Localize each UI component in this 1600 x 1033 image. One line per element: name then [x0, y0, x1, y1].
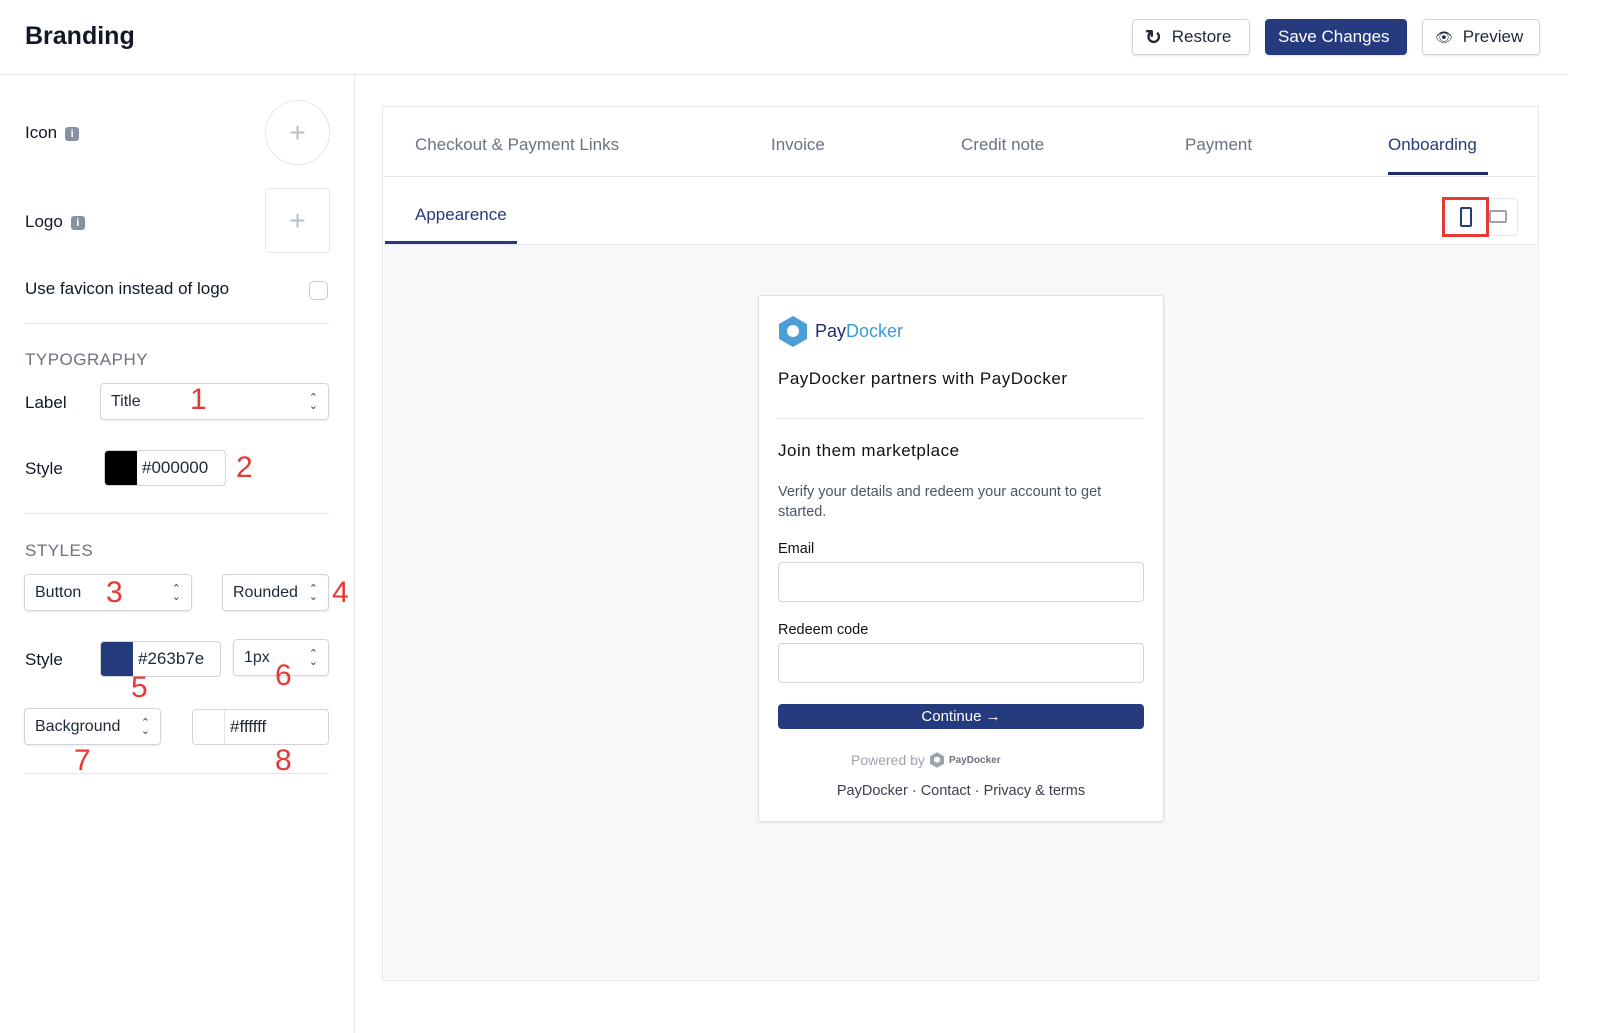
button-color-input[interactable]: #263b7e [100, 641, 221, 677]
footer-link-contact[interactable]: Contact [920, 783, 971, 799]
style-label: Style [25, 459, 63, 478]
onboarding-card-preview: PayDocker PayDocker partners with PayDoc… [758, 295, 1164, 822]
divider [25, 773, 329, 774]
chevron-updown-icon: ⌃ ⌄ [140, 716, 150, 737]
divider [25, 513, 329, 514]
save-changes-button[interactable]: Save Changes [1265, 19, 1407, 55]
color-swatch[interactable] [101, 642, 133, 676]
mobile-view-button[interactable] [1442, 197, 1489, 237]
border-width-select[interactable]: 1px ⌃ ⌄ [233, 639, 329, 676]
color-swatch[interactable] [105, 451, 137, 485]
card-description: Verify your details and redeem your acco… [778, 484, 1102, 520]
tab-invoice[interactable]: Invoice [771, 135, 825, 154]
redeem-code-input[interactable] [778, 643, 1144, 683]
annotation-2: 2 [236, 451, 253, 484]
info-icon[interactable]: i [65, 126, 80, 141]
styles-heading: STYLES [25, 541, 94, 560]
active-tab-indicator [1388, 172, 1488, 175]
subtab-appearance[interactable]: Appearence [415, 205, 507, 224]
tab-checkout[interactable]: Checkout & Payment Links [415, 135, 620, 154]
preview-button[interactable]: 👁 Preview [1422, 19, 1540, 55]
desktop-view-button[interactable] [1489, 210, 1507, 223]
header: Branding ↻ Restore Save Changes 👁 Preview [0, 0, 1566, 75]
upload-logo-button[interactable]: + [265, 188, 330, 253]
powered-by: Powered by PayDocker [851, 752, 1001, 768]
style-label: Style [25, 650, 63, 669]
brand-logo: PayDocker [779, 316, 903, 347]
icon-label: Icon i [25, 123, 80, 143]
restore-button[interactable]: ↻ Restore [1132, 19, 1250, 55]
refresh-icon: ↻ [1145, 26, 1162, 49]
logo-label: Logo i [25, 212, 85, 232]
shape-select[interactable]: Rounded ⌃ ⌄ [222, 574, 329, 611]
paydocker-logo-icon [779, 316, 807, 347]
annotation-5: 5 [131, 671, 148, 704]
annotation-3: 3 [106, 576, 123, 609]
continue-button[interactable]: Continue → [778, 704, 1144, 729]
chevron-updown-icon: ⌃ ⌄ [308, 582, 318, 603]
redeem-code-label: Redeem code [778, 622, 869, 638]
annotation-6: 6 [275, 659, 292, 692]
divider [383, 176, 1538, 177]
chevron-updown-icon: ⌃ ⌄ [171, 582, 181, 603]
tab-credit-note[interactable]: Credit note [961, 135, 1045, 154]
annotation-4: 4 [332, 576, 349, 609]
typography-heading: TYPOGRAPHY [25, 350, 149, 369]
label-label: Label [25, 393, 67, 412]
background-select[interactable]: Background ⌃ ⌄ [24, 708, 161, 745]
email-label: Email [778, 541, 815, 557]
background-color-input[interactable]: #ffffff [192, 709, 329, 745]
color-swatch[interactable] [193, 710, 225, 744]
tab-payment[interactable]: Payment [1185, 135, 1253, 154]
card-heading: PayDocker partners with PayDocker [778, 369, 1068, 388]
tab-onboarding[interactable]: Onboarding [1388, 135, 1477, 154]
paydocker-logo-icon [929, 752, 944, 768]
subtab-indicator [385, 241, 517, 244]
footer-link-paydocker[interactable]: PayDocker [836, 783, 908, 799]
page-title: Branding [25, 22, 135, 50]
upload-icon-button[interactable]: + [265, 100, 330, 165]
sidebar [0, 75, 355, 1033]
chevron-updown-icon: ⌃ ⌄ [308, 391, 318, 412]
divider [25, 323, 329, 324]
chevron-updown-icon: ⌃ ⌄ [308, 647, 318, 668]
annotation-8: 8 [275, 744, 292, 777]
info-icon[interactable]: i [70, 215, 85, 230]
label-select[interactable]: Title ⌃ ⌄ [100, 383, 329, 420]
annotation-1: 1 [190, 383, 207, 416]
favicon-checkbox[interactable] [309, 281, 328, 300]
email-input[interactable] [778, 562, 1144, 602]
eye-icon: 👁 [1435, 28, 1453, 45]
footer-link-privacy[interactable]: Privacy & terms [983, 783, 1086, 799]
annotation-7: 7 [74, 744, 91, 777]
card-subheading: Join them marketplace [778, 441, 960, 460]
branding-panel: Checkout & Payment Links Invoice Credit … [382, 106, 1539, 981]
mobile-icon [1459, 207, 1472, 227]
favicon-label: Use favicon instead of logo [25, 279, 230, 298]
footer-links: PayDocker · Contact · Privacy & terms [836, 783, 1086, 799]
title-color-input[interactable]: #000000 [104, 450, 226, 486]
divider [778, 418, 1144, 419]
element-select[interactable]: Button ⌃ ⌄ [24, 574, 192, 611]
